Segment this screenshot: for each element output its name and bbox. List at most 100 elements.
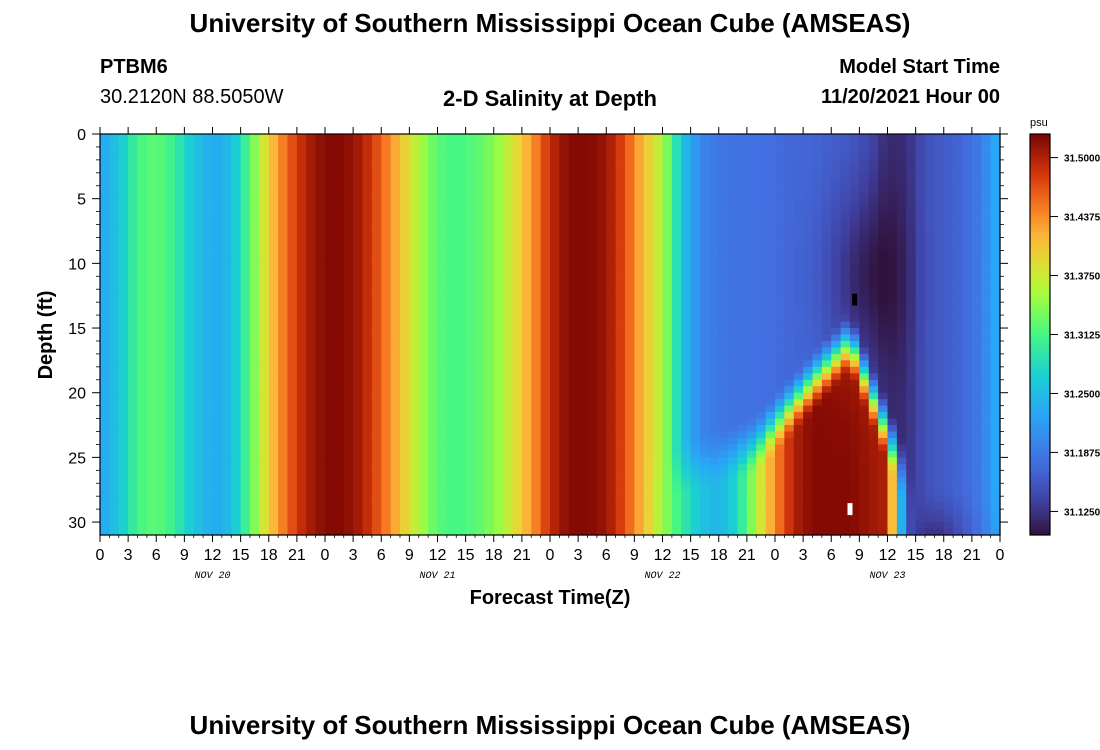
heatmap-cell bbox=[400, 425, 410, 433]
heatmap-cell bbox=[718, 198, 729, 206]
heatmap-cell bbox=[465, 295, 476, 303]
heatmap-cell bbox=[840, 476, 851, 484]
heatmap-cell bbox=[568, 256, 579, 264]
heatmap-cell bbox=[250, 231, 260, 239]
heatmap-cell bbox=[315, 315, 326, 323]
heatmap-cell bbox=[446, 373, 457, 381]
heatmap-cell bbox=[775, 483, 785, 491]
heatmap-cell bbox=[681, 418, 692, 426]
heatmap-cell bbox=[521, 328, 532, 336]
heatmap-cell bbox=[550, 198, 560, 206]
heatmap-cell bbox=[381, 431, 392, 439]
heatmap-cell bbox=[165, 198, 176, 206]
heatmap-cell bbox=[634, 457, 645, 465]
heatmap-cell bbox=[700, 211, 710, 219]
heatmap-cell bbox=[531, 379, 542, 387]
heatmap-cell bbox=[531, 134, 542, 142]
heatmap-cell bbox=[521, 392, 532, 400]
heatmap-cell bbox=[606, 418, 617, 426]
heatmap-cell bbox=[700, 334, 710, 342]
heatmap-cell bbox=[353, 172, 364, 180]
heatmap-cell bbox=[606, 205, 617, 213]
heatmap-cell bbox=[568, 379, 579, 387]
heatmap-cell bbox=[653, 166, 664, 174]
heatmap-cell bbox=[446, 295, 457, 303]
heatmap-cell bbox=[371, 437, 382, 446]
heatmap-cell bbox=[503, 373, 514, 381]
heatmap-cell bbox=[606, 224, 617, 232]
heatmap-cell bbox=[521, 379, 532, 387]
heatmap-cell bbox=[315, 437, 326, 446]
heatmap-cell bbox=[156, 315, 167, 323]
heatmap-cell bbox=[250, 353, 260, 361]
heatmap-cell bbox=[193, 250, 204, 258]
heatmap-cell bbox=[746, 289, 757, 297]
heatmap-cell bbox=[231, 159, 242, 167]
heatmap-cell bbox=[803, 425, 814, 433]
heatmap-cell bbox=[362, 134, 373, 142]
heatmap-cell bbox=[615, 450, 626, 458]
heatmap-cell bbox=[671, 353, 682, 361]
heatmap-cell bbox=[709, 483, 720, 491]
heatmap-cell bbox=[146, 321, 157, 329]
heatmap-cell bbox=[596, 198, 607, 206]
heatmap-cell bbox=[109, 418, 120, 426]
heatmap-cell bbox=[521, 159, 532, 167]
heatmap-cell bbox=[587, 489, 598, 497]
heatmap-cell bbox=[821, 373, 832, 381]
heatmap-cell bbox=[371, 483, 382, 491]
heatmap-cell bbox=[568, 282, 579, 290]
heatmap-cell bbox=[109, 179, 120, 187]
heatmap-cell bbox=[221, 256, 232, 264]
heatmap-cell bbox=[484, 334, 495, 342]
heatmap-cell bbox=[812, 528, 823, 536]
heatmap-cell bbox=[315, 340, 326, 349]
heatmap-cell bbox=[362, 250, 373, 258]
heatmap-cell bbox=[100, 360, 110, 368]
heatmap-cell bbox=[521, 231, 532, 239]
heatmap-cell bbox=[381, 218, 392, 226]
heatmap-cell bbox=[587, 366, 598, 374]
heatmap-cell bbox=[137, 412, 148, 420]
heatmap-cell bbox=[512, 444, 523, 452]
heatmap-cell bbox=[278, 198, 289, 206]
heatmap-cell bbox=[278, 250, 289, 258]
heatmap-cell bbox=[259, 263, 270, 271]
heatmap-cell bbox=[718, 289, 729, 297]
heatmap-cell bbox=[765, 360, 776, 368]
heatmap-cell bbox=[390, 463, 401, 471]
heatmap-cell bbox=[812, 276, 823, 284]
heatmap-cell bbox=[268, 412, 279, 420]
heatmap-cell bbox=[831, 224, 842, 232]
heatmap-cell bbox=[418, 366, 429, 374]
heatmap-cell bbox=[550, 483, 560, 491]
heatmap-cell bbox=[812, 496, 823, 504]
heatmap-cell bbox=[531, 418, 542, 426]
heatmap-cell bbox=[821, 146, 832, 155]
heatmap-cell bbox=[306, 489, 317, 497]
heatmap-cell bbox=[503, 444, 514, 452]
heatmap-cell bbox=[362, 218, 373, 226]
heatmap-cell bbox=[100, 470, 110, 478]
heatmap-cell bbox=[296, 444, 307, 452]
heatmap-cell bbox=[681, 224, 692, 232]
heatmap-cell bbox=[587, 153, 598, 161]
heatmap-cell bbox=[634, 321, 645, 329]
heatmap-cell bbox=[803, 198, 814, 206]
heatmap-cell bbox=[212, 198, 223, 206]
heatmap-cell bbox=[765, 276, 776, 284]
heatmap-cell bbox=[278, 159, 289, 167]
heatmap-cell bbox=[746, 243, 757, 252]
heatmap-cell bbox=[700, 347, 710, 355]
heatmap-cell bbox=[690, 399, 701, 407]
heatmap-cell bbox=[343, 211, 354, 219]
heatmap-cell bbox=[221, 392, 232, 400]
heatmap-cell bbox=[315, 425, 326, 433]
heatmap-cell bbox=[165, 218, 176, 226]
heatmap-cell bbox=[540, 509, 551, 517]
heatmap-cell bbox=[803, 386, 814, 394]
heatmap-cell bbox=[812, 302, 823, 310]
heatmap-cell bbox=[475, 276, 485, 284]
heatmap-cell bbox=[100, 153, 110, 161]
heatmap-cell bbox=[343, 334, 354, 342]
